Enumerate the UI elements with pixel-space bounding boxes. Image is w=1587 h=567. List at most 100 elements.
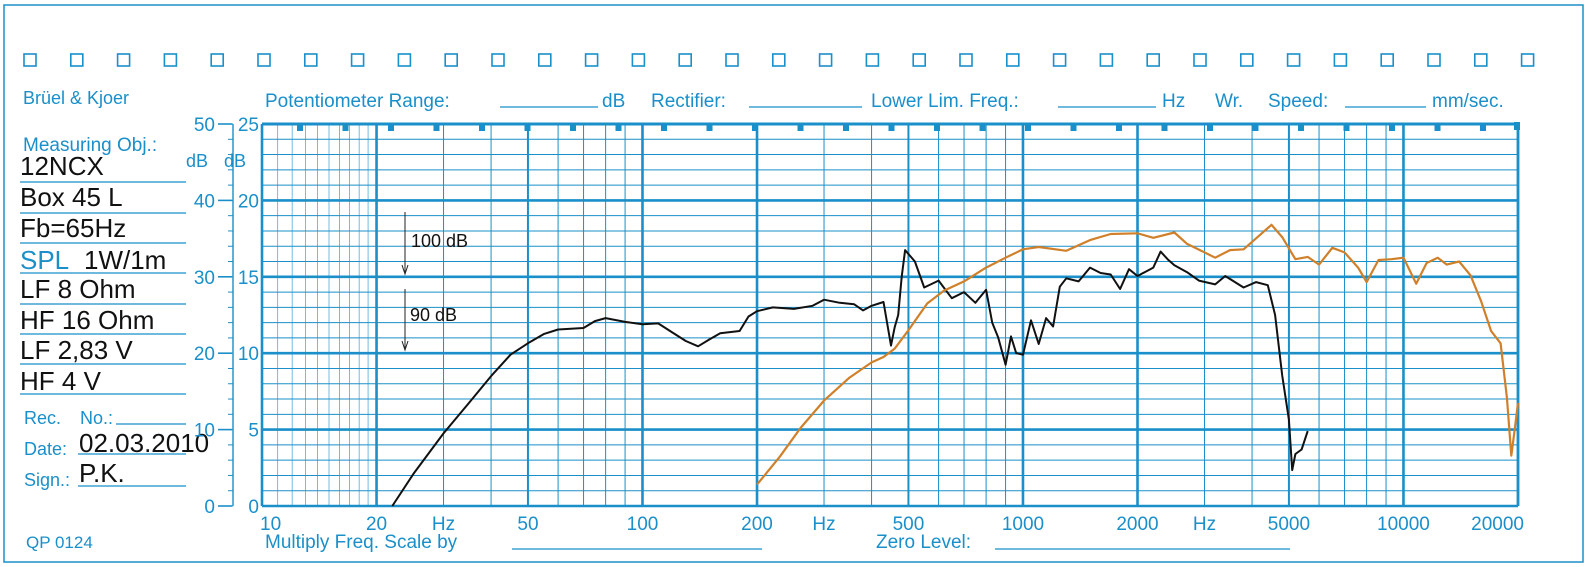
top-tick-square [1207,124,1213,131]
spec-line-model: 12NCX [20,151,104,181]
hf-response-curve [756,223,1520,486]
response-curves [391,223,1520,507]
sprocket-square [1099,53,1114,67]
sprocket-square [818,53,833,67]
top-tick-square [752,124,758,131]
x-tick-label: 100 [627,514,659,535]
sprocket-square [70,53,84,67]
spec-line-box: Box 45 L [20,182,123,212]
y-right-tick-label: 15 [238,268,259,289]
chart-frame [3,4,1584,563]
spec-line-lf-voltage: LF 2,83 V [20,335,133,365]
spl-label: SPL [20,245,69,275]
speed-label: Speed: [1268,91,1328,112]
sprocket-square [771,53,786,67]
top-tick-square [479,124,485,131]
top-tick-square [1116,124,1122,131]
top-tick-square [888,124,895,131]
lf-response-curve [391,249,1309,507]
y-right-tick-label: 25 [238,115,259,136]
spec-line-power: 1W/1m [84,245,166,275]
y-right-tick-label: 10 [238,344,259,365]
sprocket-square [303,53,318,67]
y-right-tick-label: 0 [248,497,259,518]
zero-level-label: Zero Level: [876,532,971,553]
rectifier-label: Rectifier: [651,91,726,112]
top-tick-square [706,124,713,131]
date-label: Date: [24,439,67,459]
top-tick-square [661,124,667,131]
grid [260,122,1520,508]
potentiometer-unit: dB [602,91,625,112]
y-left-tick-label: 50 [194,115,215,136]
sprocket-square [537,53,552,67]
date-value: 02.03.2010 [79,428,209,458]
annotation-90db: 90 dB [410,305,457,325]
annotation-markers: 100 dB 90 dB [401,212,468,352]
top-tick-square [524,124,531,131]
sprocket-squares [23,53,1535,67]
top-tick-square [1514,122,1520,130]
x-tick-label: Hz [812,514,835,535]
marker-100db-arrow [401,264,409,276]
top-tick-square [388,124,394,131]
spec-line-lf-impedance: LF 8 Ohm [20,274,136,304]
top-tick-square [615,124,622,131]
sprocket-square [1474,53,1488,67]
sprocket-square [1333,53,1348,67]
top-tick-square [1025,124,1031,131]
measuring-obj-label: Measuring Obj.: [23,135,157,156]
sprocket-square [210,53,224,67]
form-code: QP 0124 [26,533,93,552]
top-tick-square [1434,124,1441,131]
sprocket-square [257,53,271,67]
top-tick-square [1070,124,1077,131]
speed-unit: mm/sec. [1432,91,1504,112]
sprocket-square [1146,53,1160,67]
top-tick-square [797,124,804,131]
sprocket-square [23,53,37,67]
y-left-tick-label: 40 [194,191,215,212]
top-tick-square [433,124,440,131]
sprocket-square [725,53,739,67]
x-tick-label: 20000 [1471,514,1524,535]
sprocket-square [678,53,693,67]
sprocket-square [1193,53,1207,67]
top-tick-square [934,124,940,131]
sprocket-square [1427,53,1441,67]
marker-90db-arrow [401,340,409,352]
rec-no-label: No.: [80,408,113,428]
y-right-tick-label: 20 [238,191,259,212]
top-tick-square [1252,124,1259,131]
x-tick-label: 1000 [1002,514,1044,535]
y-left-tick-label: 0 [204,497,215,518]
top-tick-square [297,124,303,131]
sprocket-square [1005,53,1020,67]
top-tick-square [570,124,576,131]
x-tick-label: 500 [893,514,925,535]
y-left-tick-label: 20 [194,344,215,365]
rec-label: Rec. [24,408,61,428]
top-tick-square [979,124,986,131]
y-left-tick-label: 30 [194,268,215,289]
top-tick-square [1298,124,1304,131]
top-tick-square [1161,124,1168,131]
sign-label: Sign.: [24,470,70,490]
sprocket-square [865,53,880,67]
wr-label: Wr. [1215,91,1243,112]
spec-lines: 12NCX Box 45 L Fb=65Hz SPL 1W/1m LF 8 Oh… [20,151,166,396]
top-tick-square [1480,124,1486,131]
sprocket-square [912,53,927,67]
spec-line-fb: Fb=65Hz [20,213,126,243]
lower-lim-label: Lower Lim. Freq.: [871,91,1019,112]
sprocket-square [491,53,505,67]
spec-line-hf-impedance: HF 16 Ohm [20,305,154,335]
y-right-unit: dB [224,151,246,171]
y-right-tick-label: 5 [248,421,259,442]
y-left-tick-label: 10 [194,421,215,442]
annotation-100db: 100 dB [411,231,468,251]
sprocket-square [444,53,459,67]
sprocket-square [397,53,412,67]
lower-lim-unit: Hz [1162,91,1185,112]
